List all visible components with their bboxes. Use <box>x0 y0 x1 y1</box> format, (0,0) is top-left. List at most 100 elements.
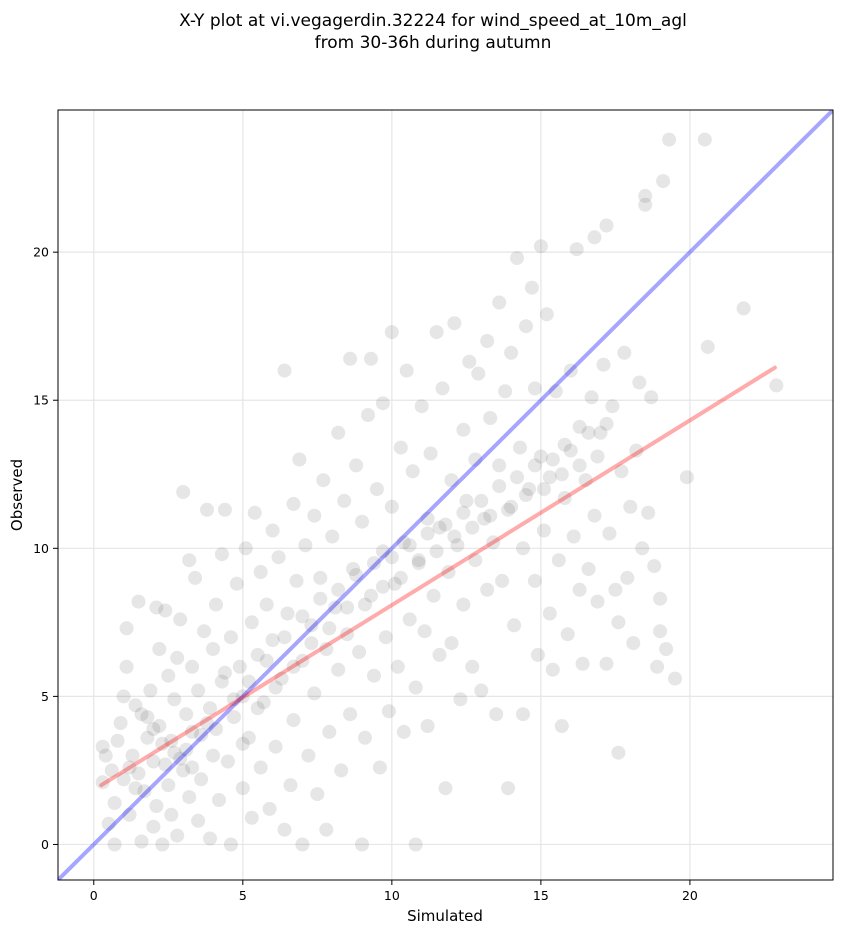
data-point <box>662 132 677 147</box>
data-point <box>548 384 563 399</box>
data-point <box>429 325 444 340</box>
data-point <box>316 473 331 488</box>
data-point <box>203 701 217 716</box>
data-point <box>107 796 122 810</box>
data-point <box>656 174 671 189</box>
data-point <box>271 550 286 565</box>
data-point <box>527 458 542 473</box>
data-point <box>352 645 367 659</box>
data-point <box>298 538 313 553</box>
data-point <box>504 345 519 360</box>
data-point <box>393 440 408 455</box>
data-point <box>519 488 533 502</box>
data-point <box>349 568 364 582</box>
grid-lines <box>58 110 833 880</box>
data-point <box>295 653 310 668</box>
data-point <box>167 692 182 707</box>
data-point <box>146 754 161 769</box>
y-tick-label: 20 <box>33 245 49 260</box>
data-point <box>265 633 280 648</box>
data-point <box>158 757 173 772</box>
data-point <box>390 659 405 674</box>
data-point <box>295 609 310 624</box>
data-point <box>313 570 328 585</box>
data-point <box>322 724 337 739</box>
data-point <box>516 541 530 556</box>
data-point <box>533 239 548 254</box>
data-point <box>617 345 632 360</box>
data-point <box>173 612 188 627</box>
data-point <box>635 541 650 556</box>
data-point <box>599 656 614 671</box>
data-point <box>465 520 480 535</box>
data-point <box>566 529 581 544</box>
data-point <box>459 493 474 508</box>
data-point <box>116 772 131 787</box>
data-point <box>238 541 253 556</box>
data-point <box>510 470 524 485</box>
data-point <box>170 828 185 843</box>
data-point <box>697 132 712 147</box>
reference-lines <box>58 110 833 880</box>
data-point <box>396 535 411 550</box>
data-point <box>206 748 220 763</box>
data-point <box>536 482 551 497</box>
data-point <box>468 553 483 568</box>
data-point <box>456 597 471 612</box>
data-point <box>340 627 355 642</box>
data-point <box>268 680 283 695</box>
data-point <box>220 754 235 769</box>
data-point <box>217 665 232 680</box>
data-point <box>358 597 372 612</box>
data-point <box>381 704 396 719</box>
data-point <box>325 529 340 544</box>
data-point <box>235 736 250 751</box>
data-point <box>274 671 289 686</box>
data-point <box>471 366 486 381</box>
data-point <box>200 716 214 730</box>
data-point <box>235 689 250 704</box>
data-point <box>188 570 203 585</box>
data-point <box>226 692 241 707</box>
y-axis-ticks: 0 5 10 15 20 <box>33 245 58 852</box>
y-tick-label: 5 <box>41 689 49 704</box>
data-point <box>599 416 614 431</box>
data-point <box>331 582 346 597</box>
data-point <box>301 748 316 763</box>
data-point <box>700 339 715 354</box>
data-point <box>465 659 480 674</box>
data-point <box>447 316 462 331</box>
data-point <box>384 325 399 340</box>
data-point <box>331 425 346 440</box>
data-point <box>551 553 566 568</box>
data-point <box>170 650 185 665</box>
data-point <box>590 449 605 464</box>
data-point <box>361 408 375 422</box>
data-point <box>176 763 191 778</box>
data-point <box>319 642 334 656</box>
data-point <box>185 760 200 775</box>
data-point <box>292 452 307 467</box>
data-point <box>268 739 283 754</box>
data-point <box>95 775 110 790</box>
data-point <box>95 739 110 754</box>
data-point <box>140 730 155 745</box>
data-point <box>253 565 268 579</box>
data-point <box>307 508 322 523</box>
data-point <box>405 464 420 479</box>
data-point <box>536 523 551 538</box>
data-point <box>346 562 361 576</box>
data-point <box>420 526 435 541</box>
data-point <box>441 565 456 579</box>
data-point <box>572 419 587 434</box>
data-point <box>456 422 471 437</box>
x-tick-label: 20 <box>682 888 698 903</box>
data-point <box>402 538 417 553</box>
data-point <box>244 810 259 825</box>
data-point <box>98 748 113 763</box>
data-point <box>641 505 656 520</box>
data-point <box>477 511 492 526</box>
data-point <box>527 573 542 588</box>
data-point <box>596 357 611 372</box>
data-point <box>349 458 364 473</box>
